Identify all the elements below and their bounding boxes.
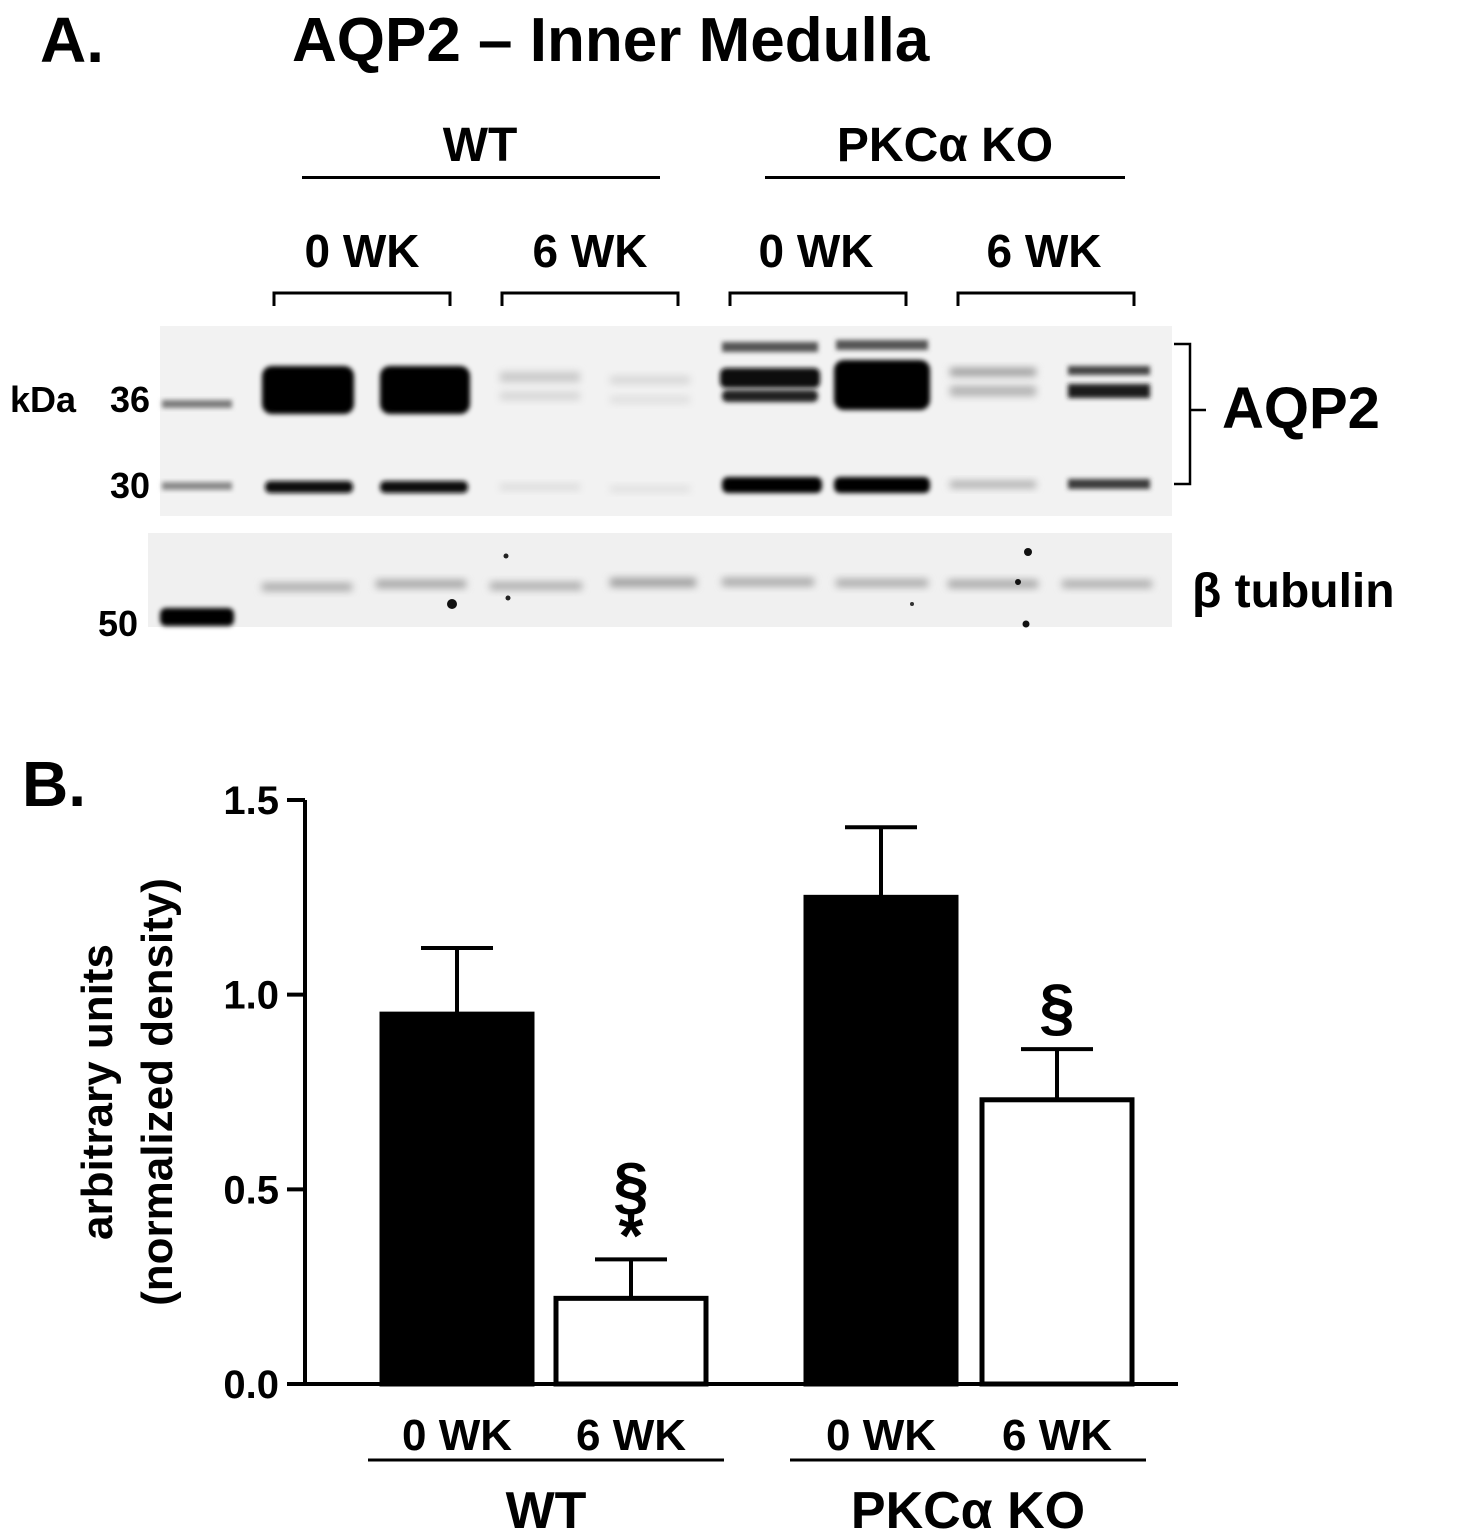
y-tick-label: 1.5 [223, 779, 279, 823]
mw-marker-50: 50 [98, 603, 139, 644]
group-label-wt: WT [442, 119, 518, 172]
y-axis-label-2: (normalized density) [133, 878, 182, 1306]
aqp2-band-label: AQP2 [1222, 376, 1380, 441]
chart-axes: 0.0 0.5 1.0 1.5 arbitrary units (normalized d… [73, 779, 1178, 1407]
bar [379, 1011, 535, 1387]
x-category-label: 6 WK [576, 1411, 686, 1460]
lane-brackets [272, 291, 1136, 306]
significance-section: § [1039, 971, 1075, 1043]
lane-label-ko-6wk: 6 WK [986, 225, 1102, 277]
panel-a-title: AQP2 – Inner Medulla [292, 6, 930, 75]
chart-labels: 0 WK 6 WK 0 WK 6 WK*§§WT PKCα KO [368, 971, 1146, 1540]
mw-marker-30: 30 [110, 465, 151, 506]
x-category-label: 6 WK [1002, 1411, 1112, 1460]
significance-section: § [613, 1149, 649, 1221]
lane-label-wt-6wk: 6 WK [532, 225, 648, 277]
tubulin-bands [160, 548, 1152, 628]
group-label-ko: PKCα KO [836, 119, 1054, 172]
group-line-ko [765, 176, 1125, 179]
y-axis-label: arbitrary units [73, 944, 122, 1240]
bar [803, 894, 959, 1387]
bar [553, 1295, 709, 1387]
tubulin-band-label: β tubulin [1192, 565, 1395, 618]
aqp2-bands [162, 340, 1150, 493]
aqp2-bracket [1174, 342, 1206, 486]
lane-label-ko-0wk: 0 WK [758, 225, 874, 277]
y-tick-label: 0.5 [223, 1168, 279, 1212]
group-line-wt [302, 176, 660, 179]
panel-b-letter: B. [22, 748, 86, 820]
y-tick-label: 1.0 [223, 974, 279, 1018]
panel-a-letter: A. [40, 4, 104, 76]
y-tick-label: 0.0 [223, 1363, 279, 1407]
x-category-label: 0 WK [402, 1411, 512, 1460]
x-group-label: PKCα KO [851, 1482, 1085, 1540]
significance-star: * [619, 1199, 644, 1271]
lane-label-wt-0wk: 0 WK [304, 225, 420, 277]
x-group-label: WT [506, 1482, 587, 1540]
x-category-label: 0 WK [826, 1411, 936, 1460]
mw-marker-36: 36 [110, 379, 151, 420]
western-blot-image [148, 291, 1206, 628]
mw-unit-label: kDa [10, 379, 77, 420]
chart-bars [379, 825, 1135, 1387]
bar [979, 1097, 1135, 1387]
